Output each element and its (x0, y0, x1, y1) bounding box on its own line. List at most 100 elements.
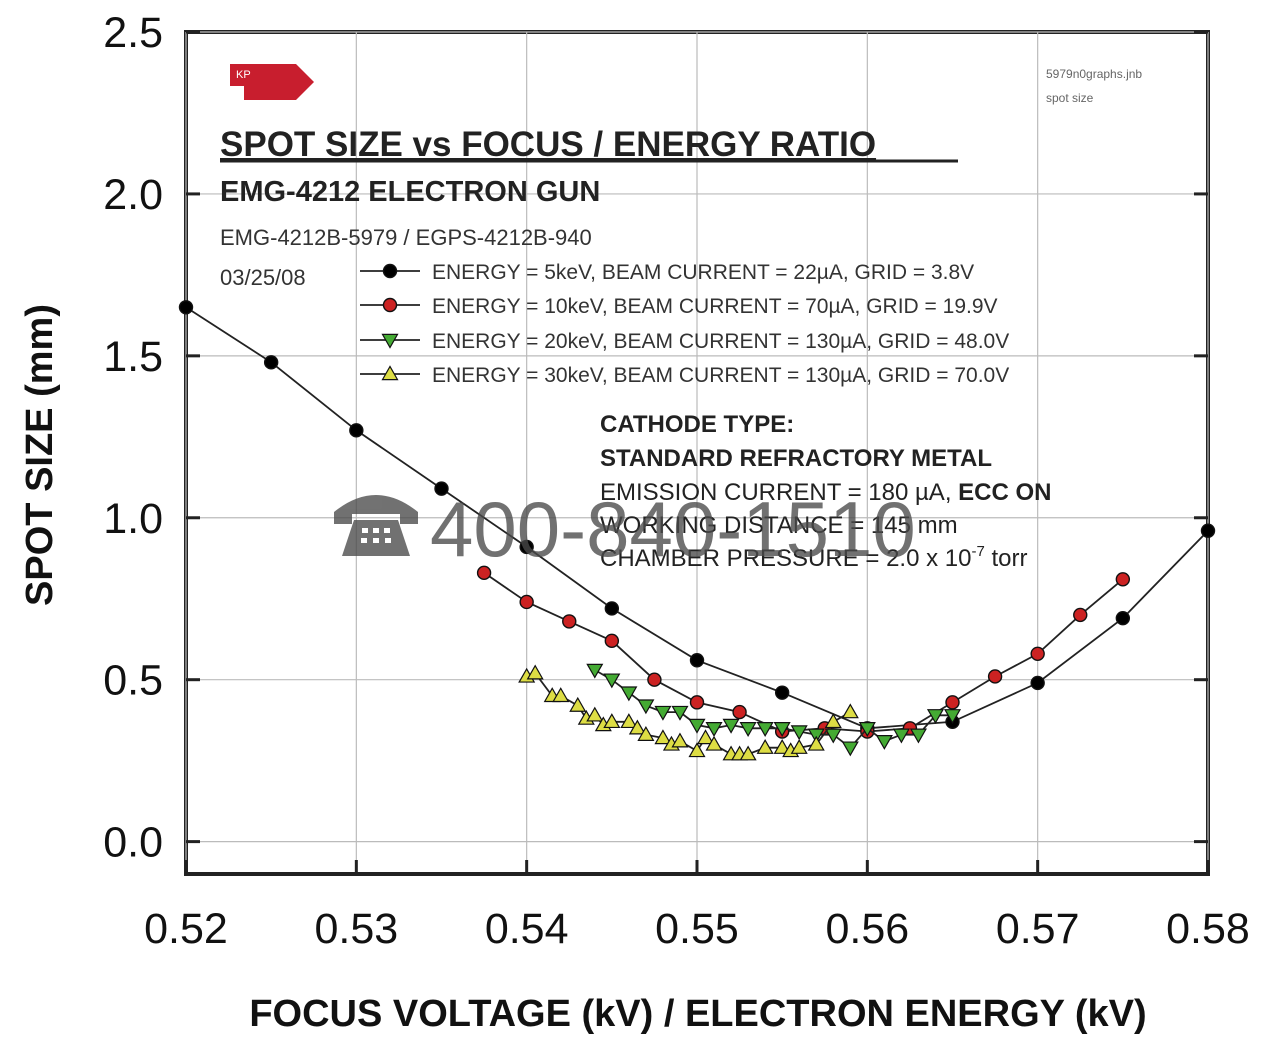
legend-label: ENERGY = 30keV, BEAM CURRENT = 130µA, GR… (432, 364, 1009, 387)
x-tick-label: 0.54 (485, 905, 569, 953)
y-tick-label: 2.5 (103, 9, 163, 57)
x-tick-label: 0.56 (825, 905, 909, 953)
telephone-icon (334, 495, 418, 556)
logo-text: KP (236, 69, 251, 81)
data-point (790, 725, 808, 741)
legend-marker (381, 365, 399, 381)
cathode-type: STANDARD REFRACTORY METAL (600, 445, 992, 472)
data-point (689, 653, 705, 668)
data-point (637, 726, 655, 741)
data-point (519, 594, 534, 610)
data-point (1073, 607, 1088, 623)
data-point (858, 722, 876, 737)
data-point (688, 742, 706, 758)
x-tick-label: 0.55 (655, 905, 739, 953)
data-point (671, 705, 689, 721)
legend-label: ENERGY = 10keV, BEAM CURRENT = 70µA, GRI… (432, 295, 998, 318)
pressure-exponent: -7 (971, 543, 984, 560)
watermark: 400-840-1510 (334, 485, 916, 573)
data-point (178, 300, 194, 315)
x-tick-label: 0.57 (996, 905, 1080, 953)
pressure-unit: torr (985, 545, 1028, 572)
series-3 (586, 663, 962, 757)
y-tick-label: 0.0 (103, 819, 163, 867)
data-point (603, 713, 621, 729)
data-point (943, 709, 962, 725)
data-point (654, 705, 672, 721)
data-point (732, 704, 747, 720)
y-tick-label: 2.0 (103, 171, 163, 219)
data-point (756, 738, 774, 754)
ecc-status: ECC ON (958, 479, 1051, 506)
data-point (647, 672, 662, 687)
x-tick-label: 0.53 (314, 905, 398, 953)
data-point (586, 706, 604, 722)
data-point (841, 703, 859, 719)
data-point (671, 732, 689, 748)
data-point (1030, 646, 1045, 661)
data-point (476, 565, 492, 581)
data-point (705, 735, 723, 751)
file-note-label: spot size (1046, 91, 1094, 105)
pressure-prefix: CHAMBER PRESSURE = 2.0 x 10 (600, 545, 971, 572)
x-tick-label: 0.58 (1166, 905, 1250, 953)
data-point (628, 719, 646, 735)
x-tick-label: 0.52 (144, 905, 228, 953)
legend-marker (381, 333, 399, 349)
data-point (620, 713, 638, 729)
grid-lines (185, 31, 1209, 874)
y-tick-label: 1.5 (103, 333, 163, 381)
data-point (620, 686, 638, 702)
data-point (739, 745, 757, 761)
data-point (807, 735, 825, 751)
series-2 (476, 565, 1131, 739)
legend-label: ENERGY = 20keV, BEAM CURRENT = 130µA, GR… (432, 330, 1009, 353)
data-point (604, 633, 620, 649)
data-point (774, 685, 790, 700)
legend: ENERGY = 5keV, BEAM CURRENT = 22µA, GRID… (360, 261, 1009, 387)
data-point (586, 663, 604, 679)
y-axis-label: SPOT SIZE (mm) (19, 304, 61, 606)
data-point (909, 728, 927, 744)
x-axis-label: FOCUS VOLTAGE (kV) / ELECTRON ENERGY (kV… (249, 993, 1146, 1035)
cathode-annotation: CATHODE TYPE: STANDARD REFRACTORY METAL … (600, 411, 1052, 572)
chart-subtitle: EMG-4212 ELECTRON GUN (220, 176, 600, 208)
chart-title: SPOT SIZE vs FOCUS / ENERGY RATIO (220, 125, 876, 164)
data-point (519, 539, 534, 555)
data-point (603, 673, 621, 689)
data-point (654, 729, 672, 745)
data-point (1030, 675, 1045, 691)
data-point (696, 729, 715, 745)
data-point (434, 481, 449, 496)
data-point (987, 669, 1003, 684)
data-point (926, 709, 945, 725)
legend-marker (382, 297, 398, 313)
data-point (807, 728, 825, 744)
data-point (841, 741, 859, 757)
data-point (945, 695, 960, 710)
series-line (594, 669, 953, 749)
data-point (1200, 523, 1216, 538)
model-line: EMG-4212B-5979 / EGPS-4212B-940 (220, 225, 592, 250)
data-point (569, 696, 587, 712)
y-tick-label: 0.5 (103, 657, 163, 705)
data-point (526, 664, 544, 680)
legend-entry-4: ENERGY = 30keV, BEAM CURRENT = 130µA, GR… (360, 364, 1009, 387)
data-point (739, 722, 757, 737)
legend-marker (382, 263, 398, 279)
data-point (562, 614, 577, 629)
y-tick-label: 1.0 (103, 495, 163, 543)
cathode-heading: CATHODE TYPE: (600, 411, 794, 438)
emission-prefix: EMISSION CURRENT = 180 µA, (600, 479, 958, 506)
data-point (349, 423, 364, 438)
data-point (689, 695, 705, 710)
legend-label: ENERGY = 5keV, BEAM CURRENT = 22µA, GRID… (432, 261, 974, 284)
data-point (875, 734, 893, 750)
working-distance: WORKING DISTANCE = 145 mm (600, 512, 958, 539)
x-axis-ticks: 0.52 0.53 0.54 0.55 0.56 0.57 0.58 (144, 860, 1250, 953)
y-axis-ticks: 0.0 0.5 1.0 1.5 2.0 2.5 (103, 9, 1208, 867)
data-point (604, 601, 620, 616)
data-point (552, 687, 570, 703)
data-point (773, 738, 791, 754)
